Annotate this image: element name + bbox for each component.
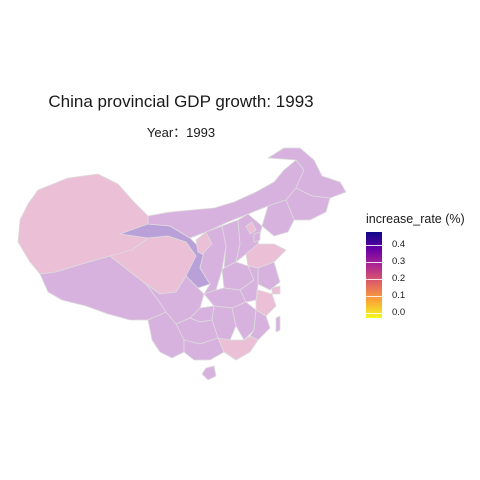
region-tianjin xyxy=(253,231,261,243)
region-guangxi xyxy=(183,337,225,361)
region-guangdong xyxy=(217,335,259,361)
legend-tick-label: 0.1 xyxy=(392,290,406,301)
legend-tick-mark xyxy=(366,245,382,246)
legend-tick-mark xyxy=(366,313,382,314)
region-jilin xyxy=(285,187,331,221)
legend-tick-label: 0.4 xyxy=(392,239,406,250)
map-subtitle: Year：1993 xyxy=(146,125,216,140)
map-title: China provincial GDP growth: 1993 xyxy=(48,92,314,111)
legend-tick-label: 0.0 xyxy=(392,307,406,318)
region-anhui xyxy=(239,265,259,303)
legend-tick-mark xyxy=(366,296,382,297)
region-hainan xyxy=(201,365,217,381)
color-legend: increase_rate (%) 0.4 0.3 0.2 0.1 0.0 xyxy=(366,212,478,324)
region-taiwan xyxy=(275,315,281,333)
legend-tick-mark xyxy=(366,262,382,263)
legend-body: 0.4 0.3 0.2 0.1 0.0 xyxy=(366,232,478,324)
legend-title: increase_rate (%) xyxy=(366,212,465,226)
region-heilongjiang xyxy=(267,147,347,199)
legend-tick-mark xyxy=(366,279,382,280)
region-shanghai xyxy=(271,285,281,295)
legend-tick-label: 0.3 xyxy=(392,256,406,267)
region-sichuan xyxy=(145,275,205,325)
region-beijing xyxy=(245,221,257,235)
legend-tick-label: 0.2 xyxy=(392,273,406,284)
